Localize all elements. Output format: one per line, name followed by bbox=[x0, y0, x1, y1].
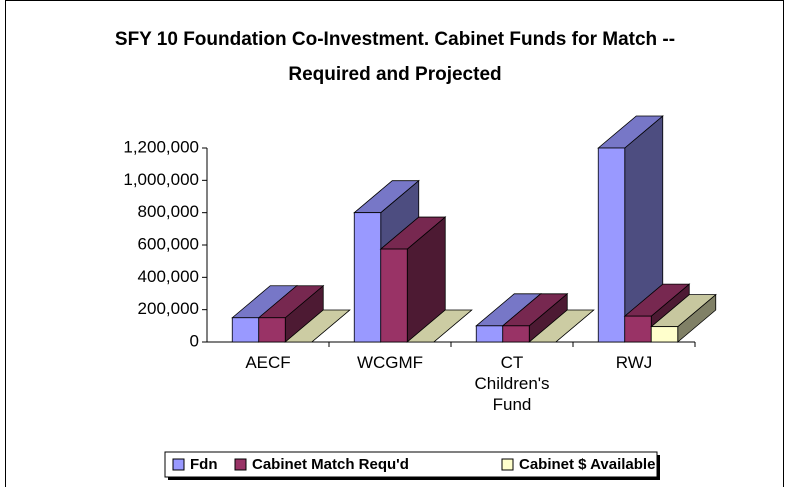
bar-front bbox=[597, 147, 626, 343]
chart-frame bbox=[5, 0, 784, 487]
legend-label: Cabinet Match Requ'd bbox=[252, 456, 409, 473]
x-tick-label: WCGMF bbox=[356, 353, 424, 372]
bar-front bbox=[353, 212, 382, 343]
bar bbox=[650, 293, 717, 343]
bar bbox=[597, 115, 664, 343]
x-tick-label: RWJ bbox=[615, 353, 653, 372]
bar-front bbox=[475, 325, 504, 343]
bar-front bbox=[502, 325, 530, 343]
y-tick-label: 800,000 bbox=[138, 202, 199, 221]
y-tick-label: 200,000 bbox=[138, 299, 199, 318]
bar bbox=[406, 309, 473, 343]
legend bbox=[164, 451, 658, 478]
bar bbox=[501, 292, 569, 343]
bar-front bbox=[231, 317, 260, 343]
legend-swatch bbox=[172, 458, 185, 471]
legend-swatch bbox=[501, 458, 514, 471]
legend-label: Cabinet $ Available bbox=[519, 456, 655, 473]
y-tick-label: 0 bbox=[190, 331, 199, 350]
bar bbox=[257, 284, 325, 343]
y-tick-label: 600,000 bbox=[138, 234, 199, 253]
bar-front bbox=[650, 326, 679, 343]
bar-top bbox=[528, 309, 595, 343]
legend-label: Fdn bbox=[190, 456, 218, 473]
x-tick-label: AECF bbox=[245, 353, 291, 372]
y-tick-label: 1,200,000 bbox=[123, 137, 199, 156]
bar bbox=[528, 309, 595, 343]
bar-top bbox=[284, 309, 351, 343]
bar-top bbox=[406, 309, 473, 343]
legend-swatch bbox=[234, 458, 247, 471]
bar bbox=[379, 216, 447, 343]
bar-front bbox=[624, 315, 652, 343]
bar-front bbox=[380, 248, 408, 343]
x-tick-label: CT Children's Fund bbox=[474, 353, 550, 414]
y-tick-label: 1,000,000 bbox=[123, 170, 199, 189]
bar bbox=[284, 309, 351, 343]
bar-front bbox=[258, 317, 286, 343]
chart-title: SFY 10 Foundation Co-Investment. Cabinet… bbox=[114, 29, 676, 85]
y-tick-label: 400,000 bbox=[138, 267, 199, 286]
